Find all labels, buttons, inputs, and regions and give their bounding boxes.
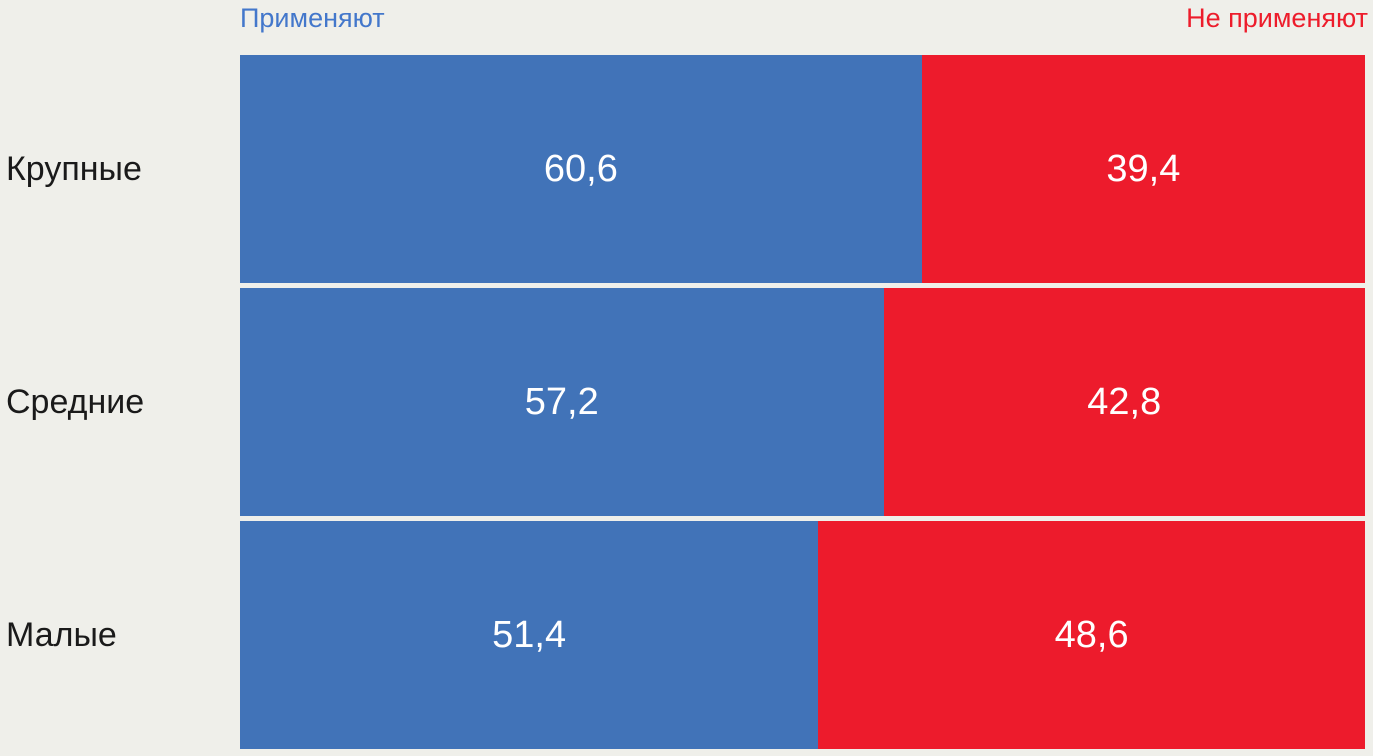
value-label: 48,6 [1054,613,1129,656]
value-label: 39,4 [1106,147,1181,190]
legend-apply-label: Применяют [240,3,385,33]
bar-segment-apply: 51,4 [240,521,819,749]
category-label: Малые [6,615,117,654]
bar: 60,6 39,4 [240,55,1365,283]
bar-segment-apply: 60,6 [240,55,922,283]
bar-segment-not-apply: 39,4 [921,55,1365,283]
chart-row-large: Крупные 60,6 39,4 [0,55,1365,283]
chart-row-medium: Средние 57,2 42,8 [0,288,1365,516]
value-label: 51,4 [492,613,567,656]
chart-plot-area: Крупные 60,6 39,4 Средние 57,2 42,8 [0,55,1365,749]
legend-not-apply-label: Не применяют [1186,3,1368,33]
category-label: Средние [6,382,145,421]
bar-segment-not-apply: 42,8 [883,288,1365,516]
legend: Применяют Не применяют [240,3,1368,34]
value-label: 57,2 [524,380,599,423]
chart-row-small: Малые 51,4 48,6 [0,521,1365,749]
category-label: Крупные [6,149,142,188]
bar-segment-not-apply: 48,6 [818,521,1365,749]
bar: 51,4 48,6 [240,521,1365,749]
bar-segment-apply: 57,2 [240,288,884,516]
bar: 57,2 42,8 [240,288,1365,516]
value-label: 42,8 [1087,380,1162,423]
value-label: 60,6 [543,147,618,190]
